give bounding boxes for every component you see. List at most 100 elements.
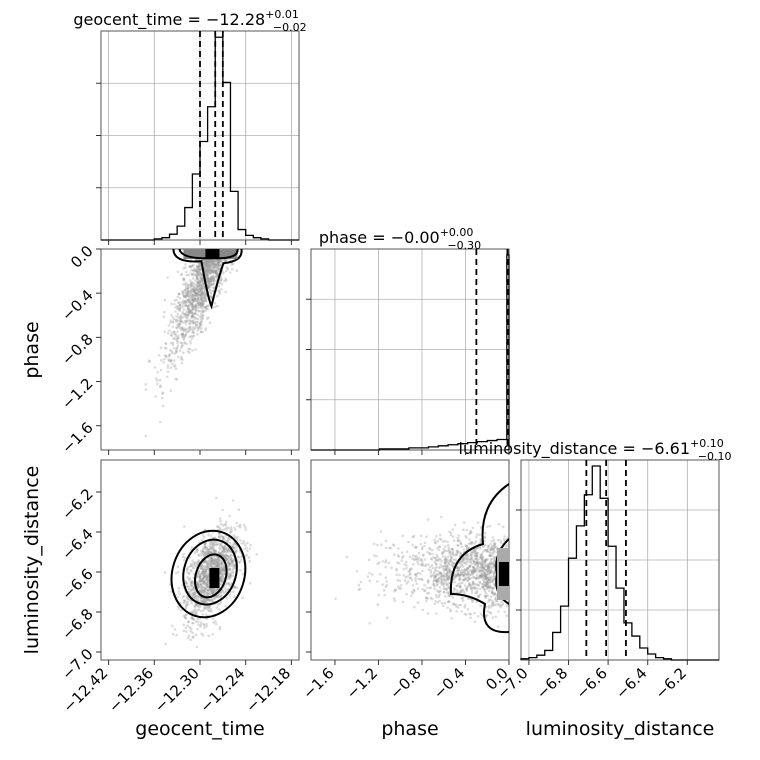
scatter-point (211, 286, 215, 289)
scatter-point (181, 299, 185, 302)
scatter-point (193, 591, 197, 595)
scatter-point (215, 560, 219, 564)
scatter-point (196, 301, 199, 305)
scatter-point (190, 293, 194, 296)
scatter-point (437, 579, 440, 583)
scatter-point (192, 594, 196, 597)
scatter-point (200, 554, 203, 557)
scatter-point (190, 311, 193, 314)
scatter-point (431, 583, 435, 586)
scatter-point (459, 585, 462, 588)
scatter-point (486, 566, 490, 569)
scatter-point (202, 585, 205, 588)
scatter-point (200, 290, 203, 294)
scatter-point (462, 571, 465, 574)
scatter-point (191, 617, 195, 621)
scatter-point (218, 578, 222, 581)
scatter-point (175, 315, 178, 318)
scatter-point (248, 547, 252, 550)
scatter-point (212, 259, 216, 263)
scatter-point (398, 587, 401, 590)
scatter-point (464, 556, 468, 560)
scatter-point (202, 300, 206, 304)
scatter-point (207, 260, 211, 263)
scatter-point (231, 545, 235, 549)
scatter-point (483, 560, 486, 564)
scatter-point (473, 568, 476, 572)
scatter-point (231, 545, 234, 549)
scatter-point (476, 561, 480, 565)
scatter-point (490, 586, 493, 590)
scatter-point (219, 523, 223, 526)
scatter-point (181, 555, 185, 558)
scatter-point (465, 557, 469, 561)
scatter-point (216, 258, 220, 262)
scatter-point (489, 554, 492, 558)
scatter-point (158, 378, 162, 382)
scatter-point (472, 576, 476, 579)
histogram-phase (311, 254, 510, 451)
scatter-point (191, 584, 194, 587)
scatter-point (219, 519, 222, 523)
scatter-point (489, 557, 493, 561)
scatter-point (214, 270, 218, 273)
scatter-point (427, 563, 430, 567)
scatter-point (198, 579, 202, 582)
scatter-point (371, 573, 374, 576)
scatter-point (209, 295, 212, 298)
scatter-point (214, 305, 217, 309)
scatter-point (404, 560, 408, 564)
scatter-point (226, 581, 229, 585)
scatter-point (218, 602, 222, 606)
scatter-point (210, 556, 213, 560)
scatter-point (225, 596, 229, 600)
scatter-point (184, 333, 188, 337)
scatter-point (202, 552, 206, 555)
scatter-point (203, 294, 207, 297)
scatter-point (185, 595, 189, 598)
scatter-point (400, 559, 404, 562)
scatter-point (505, 604, 509, 608)
scatter-point (485, 581, 489, 584)
scatter-point (429, 571, 433, 574)
scatter-point (181, 333, 185, 337)
scatter-point (201, 318, 204, 321)
scatter-point (218, 595, 222, 599)
scatter-point (222, 549, 226, 553)
scatter-point (191, 288, 194, 292)
scatter-point (478, 574, 482, 577)
scatter-point (487, 578, 491, 582)
scatter-point (195, 561, 198, 564)
scatter-point (220, 582, 223, 586)
scatter-point (243, 547, 246, 551)
scatter-point (232, 547, 235, 550)
scatter-point (184, 320, 188, 324)
scatter-point (202, 296, 205, 299)
scatter-point (460, 610, 464, 613)
scatter-point (224, 554, 227, 557)
scatter-point (188, 579, 191, 582)
scatter-point (196, 317, 200, 321)
scatter-point (202, 553, 205, 556)
scatter-point (462, 574, 466, 578)
scatter-point (491, 586, 494, 590)
scatter-point (193, 561, 197, 565)
scatter-point (197, 284, 201, 288)
scatter-point (184, 616, 187, 620)
scatter-point (191, 303, 194, 307)
scatter-point (203, 545, 206, 548)
scatter-point (231, 543, 235, 546)
scatter-point (197, 561, 200, 564)
scatter-point (414, 573, 417, 577)
scatter-point (468, 538, 471, 541)
scatter-point (233, 526, 236, 530)
scatter-point (447, 568, 450, 571)
scatter-point (451, 552, 455, 555)
scatter-point (201, 303, 205, 307)
scatter-point (437, 566, 441, 570)
scatter-point (192, 299, 195, 302)
scatter-point (456, 543, 460, 547)
scatter-point (192, 586, 196, 590)
scatter-point (471, 581, 475, 585)
scatter-point (209, 283, 212, 287)
